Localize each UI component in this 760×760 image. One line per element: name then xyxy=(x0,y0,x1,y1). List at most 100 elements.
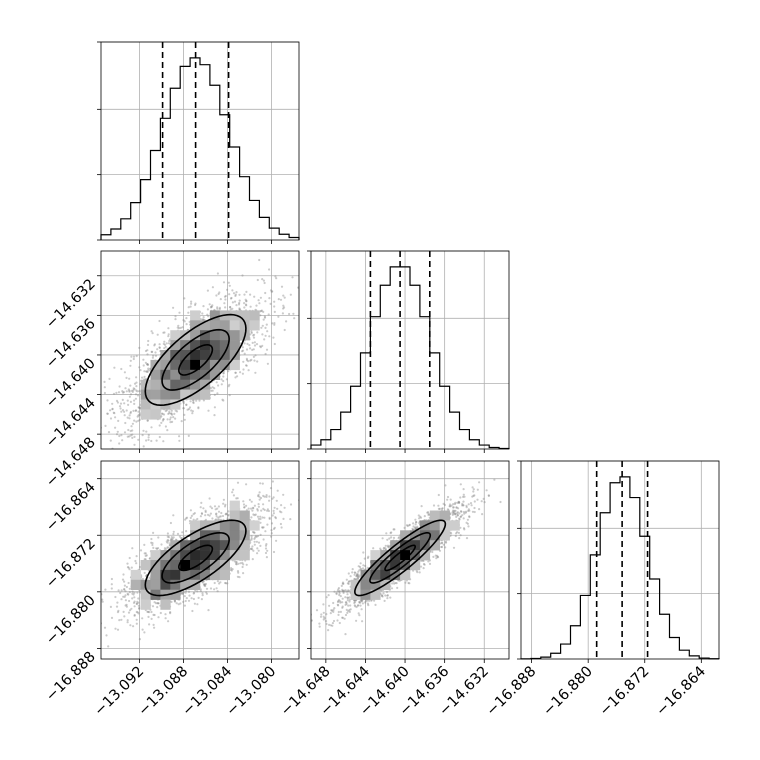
sample-point xyxy=(224,581,227,585)
sample-point xyxy=(141,434,144,437)
sample-point xyxy=(397,537,400,540)
sample-point xyxy=(418,521,421,525)
sample-point xyxy=(243,306,246,309)
sample-point xyxy=(250,331,253,334)
sample-point xyxy=(187,306,190,309)
sample-point xyxy=(119,591,122,595)
sample-point xyxy=(253,514,256,517)
sample-point xyxy=(148,576,151,580)
sample-point xyxy=(395,582,398,585)
density-cell xyxy=(429,540,440,551)
sample-point xyxy=(455,532,458,535)
sample-point xyxy=(220,511,223,515)
sample-point xyxy=(114,426,117,429)
sample-point xyxy=(206,308,209,311)
sample-point xyxy=(270,535,273,538)
sample-point xyxy=(116,430,119,433)
sample-point xyxy=(360,608,363,611)
sample-point xyxy=(207,409,210,412)
sample-point xyxy=(231,568,234,571)
sample-point xyxy=(256,509,259,512)
sample-point xyxy=(133,435,136,438)
sample-point xyxy=(104,424,107,427)
sample-point xyxy=(215,381,218,384)
sample-point xyxy=(217,384,220,387)
sample-point xyxy=(234,293,237,296)
sample-point xyxy=(478,481,481,484)
sample-point xyxy=(392,536,396,540)
sample-point xyxy=(115,433,119,436)
sample-point xyxy=(194,302,197,305)
sample-point xyxy=(211,386,214,389)
sample-point xyxy=(236,481,240,484)
sample-point xyxy=(131,592,134,595)
sample-point xyxy=(405,524,409,527)
density-cell xyxy=(150,369,161,380)
x-tick-label: −16.888 xyxy=(484,664,540,720)
sample-point xyxy=(132,593,135,596)
sample-point xyxy=(320,513,322,515)
sample-point xyxy=(173,599,176,602)
sample-point xyxy=(123,414,126,417)
sample-point xyxy=(143,631,146,634)
sample-point xyxy=(426,511,429,514)
sample-point xyxy=(275,277,278,280)
sample-point xyxy=(341,589,345,592)
sample-point xyxy=(459,526,462,529)
sample-point xyxy=(183,413,186,416)
sample-point xyxy=(158,424,161,427)
sample-point xyxy=(192,401,195,404)
sample-point xyxy=(458,512,461,515)
sample-point xyxy=(131,390,134,393)
sample-point xyxy=(341,605,344,608)
sample-point xyxy=(367,604,370,607)
sample-point xyxy=(219,298,222,301)
sample-point xyxy=(449,534,452,537)
sample-point xyxy=(408,523,411,526)
sample-point xyxy=(358,565,362,569)
sample-point xyxy=(220,383,223,386)
sample-point xyxy=(432,504,436,507)
density-cell xyxy=(219,320,230,331)
sample-point xyxy=(98,597,100,599)
sample-point xyxy=(289,518,292,521)
sample-point xyxy=(236,497,239,500)
sample-point xyxy=(125,409,128,412)
sample-point xyxy=(182,600,185,604)
density-cell xyxy=(249,310,260,321)
sample-point xyxy=(128,568,131,571)
sample-point xyxy=(133,605,136,608)
sample-point xyxy=(229,306,232,309)
sample-point xyxy=(408,524,411,527)
sample-point xyxy=(473,494,476,497)
sample-point xyxy=(345,590,348,593)
sample-point xyxy=(182,319,185,322)
sample-point xyxy=(265,323,268,326)
sample-point xyxy=(272,550,276,554)
sample-point xyxy=(137,414,140,417)
sample-point xyxy=(469,502,473,505)
sample-point xyxy=(254,513,257,516)
sample-point xyxy=(358,574,361,577)
sample-point xyxy=(199,515,202,518)
sample-point xyxy=(202,399,205,402)
sample-point xyxy=(332,601,335,605)
sample-point xyxy=(272,512,275,515)
density-cell xyxy=(140,589,151,600)
sample-point xyxy=(218,515,221,518)
sample-point xyxy=(128,414,131,417)
density-cell xyxy=(390,550,401,561)
sample-point xyxy=(172,514,175,517)
sample-point xyxy=(422,559,425,563)
sample-point xyxy=(214,518,218,521)
sample-point xyxy=(337,613,340,617)
sample-point xyxy=(106,412,109,415)
sample-point xyxy=(152,354,155,357)
sample-point xyxy=(452,503,455,506)
sample-point xyxy=(467,508,470,511)
sample-point xyxy=(106,412,109,415)
density-cell xyxy=(150,569,161,581)
sample-point xyxy=(216,272,219,275)
sample-point xyxy=(146,419,149,422)
sample-point xyxy=(331,609,334,612)
